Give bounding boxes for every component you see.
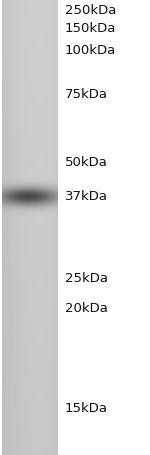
- Text: 75kDa: 75kDa: [65, 89, 108, 101]
- Text: 25kDa: 25kDa: [65, 272, 108, 284]
- Text: 20kDa: 20kDa: [65, 302, 108, 314]
- Text: 15kDa: 15kDa: [65, 401, 108, 415]
- Text: 250kDa: 250kDa: [65, 4, 116, 16]
- Text: 150kDa: 150kDa: [65, 21, 116, 35]
- Text: 50kDa: 50kDa: [65, 156, 108, 168]
- Text: 37kDa: 37kDa: [65, 189, 108, 202]
- Text: 100kDa: 100kDa: [65, 44, 116, 56]
